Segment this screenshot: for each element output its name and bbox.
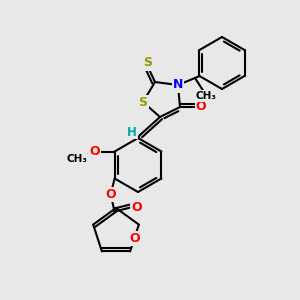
Text: O: O (196, 100, 206, 113)
Text: O: O (196, 100, 206, 113)
Text: CH₃: CH₃ (66, 154, 87, 164)
Text: O: O (131, 201, 142, 214)
Text: O: O (129, 232, 140, 244)
Text: S: S (139, 95, 148, 109)
Text: S: S (143, 56, 152, 70)
Text: O: O (89, 145, 100, 158)
Text: S: S (139, 95, 148, 109)
Text: N: N (173, 79, 183, 92)
Text: O: O (131, 201, 142, 214)
Text: H: H (127, 125, 137, 139)
Text: CH₃: CH₃ (66, 154, 87, 164)
Text: O: O (89, 145, 100, 158)
Text: O: O (105, 188, 116, 201)
Text: CH₃: CH₃ (196, 91, 217, 101)
Text: O: O (105, 188, 116, 201)
Text: S: S (143, 56, 152, 70)
Text: H: H (127, 125, 137, 139)
Text: CH₃: CH₃ (196, 91, 217, 101)
Text: N: N (173, 79, 183, 92)
Text: O: O (129, 232, 140, 244)
